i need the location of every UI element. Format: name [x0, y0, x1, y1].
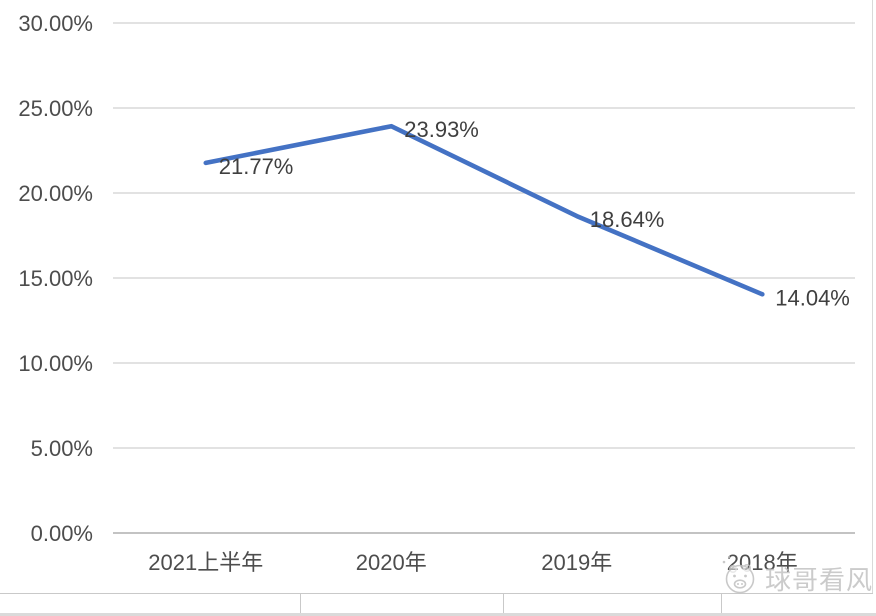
y-axis-tick-label: 5.00%: [31, 436, 93, 461]
y-axis-tick-label: 10.00%: [18, 351, 93, 376]
line-series: [203, 123, 765, 297]
data-point-label: 23.93%: [404, 117, 479, 142]
data-point-label: 21.77%: [219, 154, 294, 179]
y-axis-tick-label: 20.00%: [18, 181, 93, 206]
table-cell-divider: [503, 594, 504, 613]
x-axis-category-label: 2020年: [356, 550, 427, 575]
data-point-label: 18.64%: [590, 207, 665, 232]
right-border-line: [872, 0, 873, 613]
watermark-text: 球哥看风: [765, 565, 874, 595]
x-axis-category-label: 2021上半年: [148, 550, 263, 575]
cartoon-animal-face-icon: [722, 555, 755, 594]
x-axis-category-label: 2019年: [541, 550, 612, 575]
table-cell-divider: [300, 594, 301, 613]
y-axis-tick-label: 30.00%: [18, 11, 93, 36]
table-cell-divider: [721, 594, 722, 613]
y-axis-tick-label: 15.00%: [18, 266, 93, 291]
y-axis-tick-label: 25.00%: [18, 96, 93, 121]
data-point-label: 14.04%: [775, 285, 850, 310]
bottom-gray-band: [0, 613, 876, 616]
watermark: 球哥看风: [712, 552, 872, 596]
bottom-table-row: [0, 593, 873, 614]
y-axis-tick-label: 0.00%: [31, 521, 93, 546]
